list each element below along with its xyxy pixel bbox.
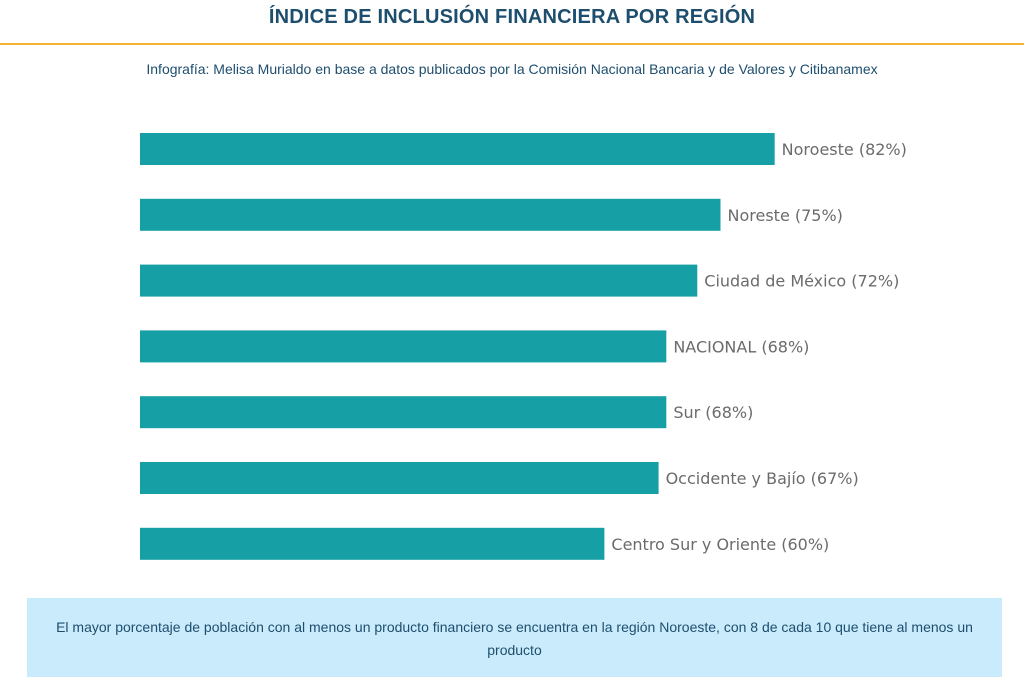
bar-centro-sur-y-oriente [140, 527, 605, 560]
bar-nacional [140, 330, 667, 363]
bar-label: NACIONAL (68%) [673, 337, 809, 356]
bar-ciudad-de-méxico [140, 264, 698, 297]
page-title: ÍNDICE DE INCLUSIÓN FINANCIERA POR REGIÓ… [268, 6, 756, 28]
bar-label: Noroeste (82%) [782, 140, 907, 159]
bar-sur [140, 396, 667, 429]
bar-noreste [140, 198, 721, 231]
bar-label: Sur (68%) [673, 403, 753, 422]
bar-label: Centro Sur y Oriente (60%) [611, 535, 829, 554]
bar-noroeste [140, 133, 775, 165]
source-credit: Infografía: Melisa Murialdo en base a da… [146, 61, 878, 77]
bar-label: Noreste (75%) [728, 206, 843, 225]
bar-label: Occidente y Bajío (67%) [666, 469, 859, 488]
summary-note: El mayor porcentaje de población con al … [27, 598, 1002, 677]
bar-label: Ciudad de México (72%) [704, 272, 899, 291]
bar-occidente-y-bajío [140, 462, 659, 494]
title-divider [0, 43, 1024, 45]
